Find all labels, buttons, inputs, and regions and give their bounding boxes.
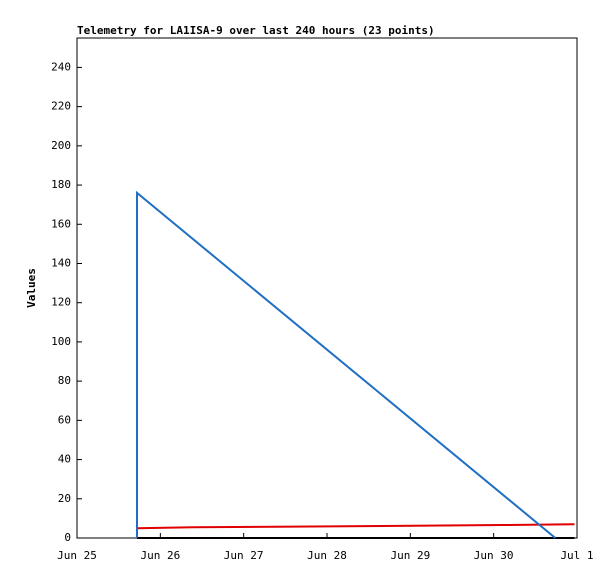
y-tick-label: 220 <box>51 100 71 113</box>
y-tick-label: 20 <box>58 492 71 505</box>
y-tick-label: 240 <box>51 60 71 73</box>
chart-title: Telemetry for LA1ISA-9 over last 240 hou… <box>77 24 435 37</box>
y-tick-label: 100 <box>51 335 71 348</box>
series-line <box>136 523 575 530</box>
y-tick-label: 60 <box>58 413 71 426</box>
x-tick-label: Jun 25 <box>57 549 97 562</box>
y-tick-label: 200 <box>51 139 71 152</box>
plot-frame <box>76 37 578 539</box>
x-tick-label: Jun 26 <box>140 549 180 562</box>
y-tick-label: 40 <box>58 453 71 466</box>
x-tick-label: Jun 28 <box>307 549 347 562</box>
x-tick-label: Jun 29 <box>390 549 430 562</box>
y-tick-label: 0 <box>64 531 71 544</box>
x-tick-label: Jul 1 <box>560 549 593 562</box>
y-tick-label: 120 <box>51 296 71 309</box>
y-tick-label: 140 <box>51 256 71 269</box>
y-tick-label: 160 <box>51 217 71 230</box>
series-line <box>136 190 556 539</box>
y-tick-label: 80 <box>58 374 71 387</box>
x-tick-label: Jun 30 <box>474 549 514 562</box>
x-tick-label: Jun 27 <box>224 549 264 562</box>
y-axis-label: Values <box>25 268 38 308</box>
y-tick-label: 180 <box>51 178 71 191</box>
